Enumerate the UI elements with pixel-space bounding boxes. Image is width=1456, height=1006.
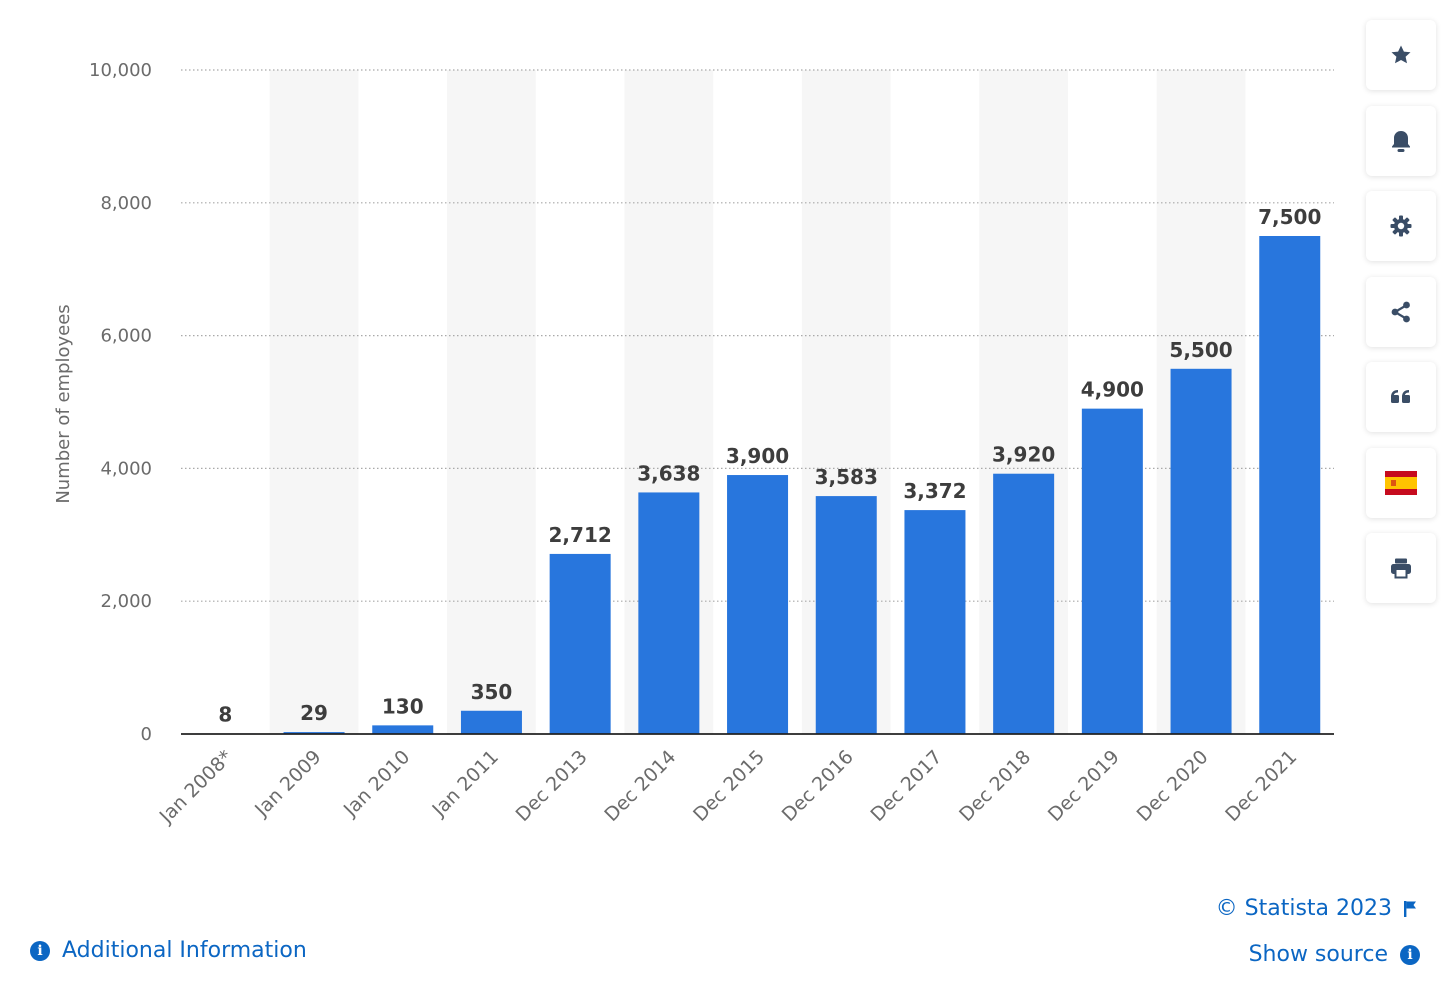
bar [283,732,345,734]
y-tick-label: 8,000 [100,193,152,214]
x-tick-label: Jan 2010 [339,746,414,821]
x-tick-label: Dec 2015 [689,746,769,826]
data-label: 29 [300,701,328,725]
y-tick-label: 10,000 [89,60,152,81]
cite-button[interactable] [1366,362,1436,432]
bar [638,492,700,734]
quote-icon [1391,390,1410,403]
data-label: 3,638 [637,461,700,485]
x-tick-label: Dec 2017 [866,746,946,826]
gear-icon [1390,215,1412,237]
additional-information-text: Additional Information [62,938,307,963]
printer-icon [1391,558,1411,579]
share-icon [1391,301,1410,322]
print-button[interactable] [1366,533,1436,603]
y-axis-label: Number of employees [53,304,74,503]
notification-button[interactable] [1366,105,1436,176]
x-tick-label: Dec 2018 [955,746,1035,826]
y-tick-label: 0 [141,724,152,745]
share-button[interactable] [1366,276,1436,347]
bell-icon [1392,130,1410,152]
bar [1081,408,1143,734]
settings-button[interactable] [1366,191,1436,261]
favorite-button[interactable] [1366,20,1436,90]
y-tick-label: 2,000 [100,591,152,612]
bar [993,473,1055,734]
x-axis-tick-labels: Jan 2008* Jan 2009 Jan 2010 Jan 2011 Dec 201… [155,746,1302,828]
data-label: 8 [218,702,232,726]
additional-information-link[interactable]: i Additional Information [30,938,307,963]
bar [549,553,611,734]
x-tick-label: Dec 2020 [1133,746,1213,826]
bar [904,510,966,734]
data-label: 4,900 [1081,378,1144,402]
category-band [269,70,359,734]
data-label: 130 [382,694,424,718]
category-band [447,70,536,734]
spain-flag-icon [1385,470,1417,495]
flag-icon [1404,900,1416,917]
info-icon: i [30,940,50,961]
data-label: 5,500 [1169,338,1232,362]
data-label: 350 [471,680,513,704]
language-button[interactable] [1366,447,1436,518]
data-label: 3,372 [903,479,966,503]
x-tick-label: Dec 2021 [1221,746,1301,826]
x-tick-label: Dec 2019 [1044,746,1124,826]
bar [815,496,877,734]
copyright-text: © Statista 2023 [1215,896,1392,921]
y-tick-label: 4,000 [100,458,152,479]
x-tick-label: Jan 2009 [250,746,325,821]
data-label: 3,920 [992,443,1055,467]
y-axis-tick-labels: 0 2,000 4,000 6,000 8,000 10,000 [89,60,152,745]
show-source-link[interactable]: Show source i [1249,942,1420,967]
bar-chart: 0 2,000 4,000 6,000 8,000 10,000 8 29 130 350 2,7… [53,60,1334,828]
star-icon [1391,45,1411,64]
bar [727,475,789,734]
chart-toolbar [1366,20,1438,619]
info-icon: i [1400,944,1420,965]
x-tick-label: Jan 2008* [155,746,237,828]
x-tick-label: Dec 2016 [778,746,858,826]
data-label: 3,583 [815,465,878,489]
bar [460,710,522,734]
bar [372,725,434,734]
data-label: 7,500 [1258,205,1321,229]
y-tick-label: 6,000 [100,326,152,347]
data-label: 2,712 [549,523,612,547]
bars [194,236,1321,734]
bar [1259,236,1321,734]
x-tick-label: Dec 2014 [600,746,680,826]
x-tick-label: Jan 2011 [428,746,503,821]
copyright-link[interactable]: © Statista 2023 [1216,896,1418,921]
data-labels: 8 29 130 350 2,712 3,638 3,900 3,583 3,372 3,920 4… [218,205,1321,726]
bar [1170,368,1232,734]
data-label: 3,900 [726,444,789,468]
show-source-text: Show source [1248,942,1388,967]
x-tick-label: Dec 2013 [512,746,592,826]
